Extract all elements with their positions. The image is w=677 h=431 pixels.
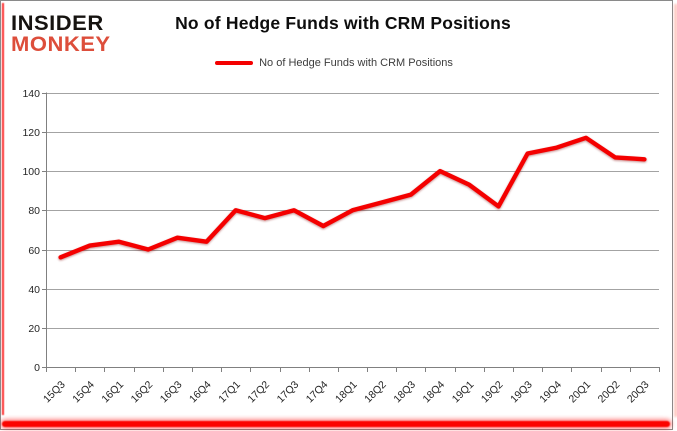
legend-line-marker-icon (215, 61, 254, 65)
x-tick-label: 19Q2 (479, 379, 506, 406)
y-tick-label: 40 (28, 284, 40, 296)
frame-left-red-line (2, 3, 4, 415)
y-tick-label: 20 (28, 323, 40, 335)
x-tick-label: 16Q2 (129, 379, 156, 406)
series-line-crm (58, 135, 647, 260)
chart-title: No of Hedge Funds with CRM Positions (175, 13, 511, 33)
x-tick-label: 19Q4 (537, 379, 564, 406)
x-tick-label: 18Q4 (421, 379, 448, 406)
x-tick-label: 20Q2 (596, 379, 623, 406)
x-tick-label: 17Q3 (275, 379, 302, 406)
insider-monkey-logo: INSIDER MONKEY (11, 10, 111, 56)
frame-right-red-glow (673, 4, 677, 417)
x-tick-label: 18Q1 (333, 379, 360, 406)
legend: No of Hedge Funds with CRM Positions (30, 57, 638, 69)
y-tick-label: 100 (22, 166, 40, 178)
logo-word-monkey: MONKEY (11, 31, 111, 56)
x-tick-label: 18Q2 (362, 379, 389, 406)
y-tick-label: 0 (34, 362, 40, 374)
y-tick-label: 80 (28, 205, 40, 217)
legend-series-label: No of Hedge Funds with CRM Positions (259, 57, 453, 69)
x-tick-label: 16Q4 (187, 379, 214, 406)
x-tick-label: 17Q2 (245, 379, 272, 406)
frame-bottom-red-bar (2, 421, 670, 427)
x-tick-label: 20Q1 (566, 379, 593, 406)
x-tick-label: 16Q3 (158, 379, 185, 406)
x-tick-label: 19Q3 (508, 379, 535, 406)
x-tick-label: 15Q4 (70, 379, 97, 406)
logo-word-insider: INSIDER (11, 10, 104, 35)
x-tick-label: 16Q1 (99, 379, 126, 406)
x-tick-label: 18Q3 (391, 379, 418, 406)
x-tick-label: 17Q4 (304, 379, 331, 406)
y-tick-label: 140 (22, 88, 40, 100)
x-tick-label: 19Q1 (450, 379, 477, 406)
x-tick-label: 17Q1 (216, 379, 243, 406)
y-tick-label: 60 (28, 245, 40, 257)
x-tick-label: 20Q3 (625, 379, 652, 406)
x-tick-label: 15Q3 (41, 379, 68, 406)
y-tick-label: 120 (22, 127, 40, 139)
